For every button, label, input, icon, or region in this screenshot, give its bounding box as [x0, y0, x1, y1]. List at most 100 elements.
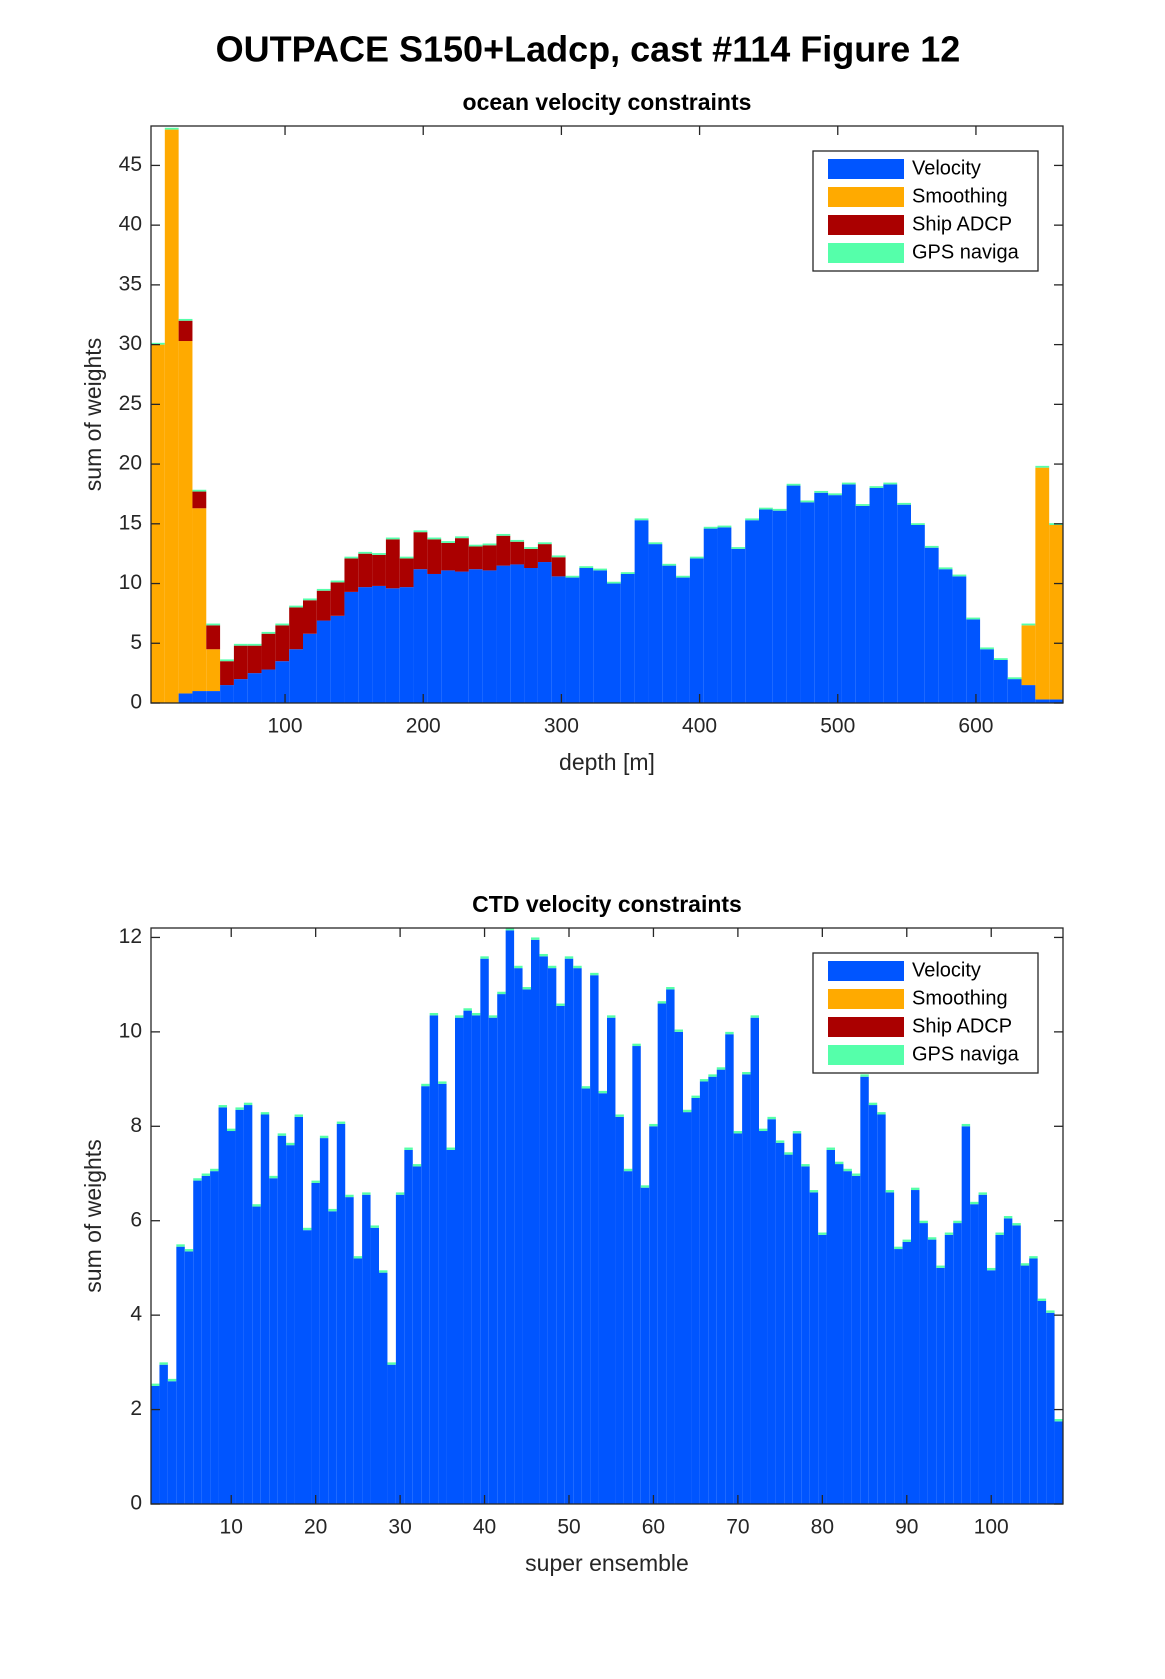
bar-segment — [482, 545, 497, 571]
bar-segment — [413, 569, 428, 703]
bar-segment — [455, 536, 469, 539]
bar-segment — [441, 541, 455, 543]
bar-segment — [792, 1131, 802, 1134]
bar-segment — [539, 953, 548, 957]
bar-segment — [311, 1180, 320, 1183]
bar-segment — [233, 645, 248, 680]
bar-segment — [936, 1267, 945, 1504]
bar-segment — [993, 659, 1008, 703]
bar-segment — [289, 607, 303, 650]
bar-segment — [564, 956, 574, 959]
bar-segment — [275, 623, 290, 626]
y-tick-label: 10 — [119, 1019, 142, 1042]
bar-segment — [220, 661, 234, 686]
bar-segment — [855, 505, 870, 703]
bar-segment — [775, 1142, 785, 1504]
bar-segment — [623, 1171, 633, 1504]
bar-segment — [176, 1246, 185, 1504]
bar-segment — [192, 491, 207, 509]
bar-segment — [275, 661, 290, 703]
bar-segment — [319, 1138, 329, 1504]
bar-segment — [648, 544, 663, 703]
bar-segment — [372, 554, 386, 586]
bar-segment — [303, 633, 317, 703]
bar-segment — [353, 1256, 363, 1259]
bar-segment — [184, 1251, 194, 1504]
bar-segment — [683, 1112, 692, 1504]
bar-segment — [1029, 1256, 1038, 1259]
bar-segment — [167, 1381, 177, 1504]
bar-segment — [772, 510, 787, 703]
bar-segment — [252, 1206, 261, 1504]
bar-segment — [689, 558, 704, 703]
bar-segment — [593, 568, 607, 571]
y-tick-label: 35 — [119, 272, 142, 295]
bar-segment — [370, 1227, 379, 1504]
bar-segment — [657, 1001, 667, 1004]
bar-segment — [742, 1074, 751, 1504]
bar-segment — [537, 562, 552, 703]
bar-segment — [514, 965, 523, 969]
bar-segment — [978, 1194, 987, 1504]
bar-segment — [632, 1043, 641, 1047]
bar-segment — [814, 490, 829, 493]
bar-segment — [772, 508, 787, 511]
bar-segment — [634, 518, 649, 521]
bar-segment — [826, 1147, 835, 1150]
bar-segment — [632, 1046, 641, 1504]
y-axis-label: sum of weights — [80, 338, 106, 491]
bar-segment — [210, 1168, 219, 1172]
bar-segment — [468, 544, 483, 547]
bar-segment — [471, 1015, 481, 1504]
bar-segment — [184, 1249, 194, 1252]
bar-segment — [446, 1147, 455, 1150]
bar-segment — [579, 566, 594, 569]
bar-segment — [1049, 525, 1063, 700]
bar-segment — [261, 669, 276, 703]
bar-segment — [952, 574, 967, 577]
bar-segment — [835, 1161, 844, 1165]
bar-segment — [851, 1173, 861, 1176]
bar-segment — [413, 532, 428, 570]
bar-segment — [750, 1015, 759, 1018]
bar-segment — [220, 659, 234, 662]
bar-segment — [607, 583, 621, 703]
legend-swatch — [828, 187, 904, 207]
bar-segment — [455, 1015, 464, 1018]
bar-segment — [993, 658, 1008, 660]
bar-segment — [358, 587, 373, 703]
bar-segment — [227, 1131, 236, 1504]
legend-label: GPS naviga — [912, 241, 1020, 263]
bar-segment — [759, 1131, 768, 1504]
bar-segment — [615, 1116, 624, 1504]
bar-segment — [725, 1031, 734, 1035]
bar-segment — [286, 1145, 295, 1504]
bar-segment — [330, 615, 345, 703]
bar-segment — [379, 1270, 388, 1273]
bar-segment — [691, 1097, 700, 1504]
bar-segment — [662, 565, 677, 703]
y-tick-label: 0 — [130, 1492, 142, 1515]
bar-segment — [399, 556, 414, 559]
bar-segment — [860, 1074, 869, 1077]
bar-segment — [649, 1126, 658, 1504]
bar-segment — [522, 989, 531, 1504]
bar-segment — [676, 575, 690, 578]
bar-segment — [488, 1017, 498, 1504]
bar-segment — [344, 556, 359, 559]
bar-segment — [412, 1164, 422, 1167]
bar-segment — [565, 577, 580, 703]
bar-segment — [218, 1107, 227, 1504]
legend-label: GPS naviga — [912, 1043, 1020, 1065]
bar-segment — [620, 573, 635, 703]
bar-segment — [387, 1362, 396, 1365]
bar-segment — [243, 1105, 253, 1504]
bar-segment — [717, 525, 732, 528]
bar-segment — [531, 937, 540, 940]
bar-segment — [835, 1164, 844, 1504]
bar-segment — [505, 930, 515, 1504]
bar-segment — [1012, 1223, 1021, 1226]
bar-segment — [522, 987, 531, 990]
y-tick-label: 5 — [130, 631, 142, 654]
